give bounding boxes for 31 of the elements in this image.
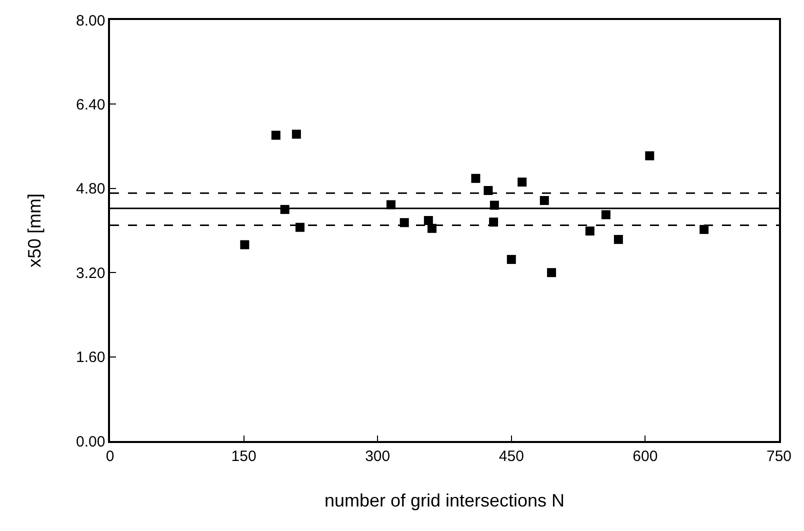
point: [645, 151, 654, 160]
point: [601, 210, 610, 220]
point: [506, 254, 516, 264]
x-tick-label: 600: [632, 448, 658, 465]
y-tick-label: 4.80: [76, 180, 106, 198]
point: [292, 130, 301, 139]
point: [614, 234, 623, 244]
point: [271, 130, 280, 140]
point: [547, 268, 556, 278]
point: [700, 224, 709, 234]
y-tick-label: 8.00: [76, 12, 106, 30]
point: [296, 222, 304, 232]
point: [540, 196, 549, 205]
point: [424, 216, 433, 225]
x-tick-label: 450: [498, 448, 524, 465]
point: [471, 174, 480, 183]
y-axis-title: x50 [mm]: [24, 193, 45, 268]
point: [240, 240, 250, 250]
point: [585, 226, 594, 236]
x-axis-title: number of grid intersections N: [324, 490, 565, 510]
point: [518, 178, 527, 187]
x-tick-label: 150: [231, 448, 256, 465]
point: [484, 186, 493, 196]
y-tick-label: 3.20: [76, 264, 106, 282]
y-tick-label: 1.60: [76, 349, 106, 366]
point: [428, 224, 437, 233]
x-tick-label: 300: [365, 448, 390, 465]
y-tick-label: 6.40: [76, 96, 106, 114]
y-tick-label: 0.00: [76, 433, 106, 450]
x-tick-label: 0: [106, 448, 114, 465]
x-tick-label: 750: [766, 448, 792, 465]
